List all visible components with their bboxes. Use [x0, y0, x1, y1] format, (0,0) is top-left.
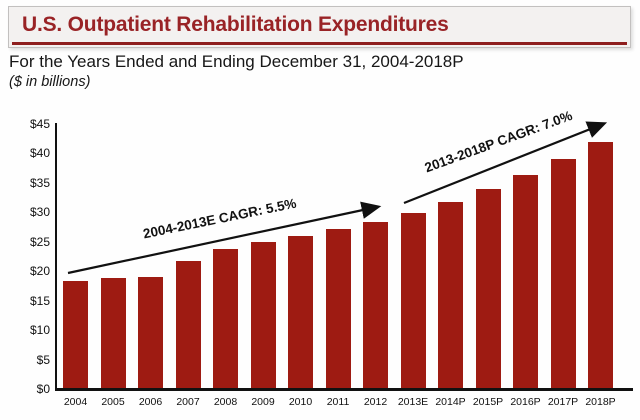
bar-2015P	[475, 188, 501, 389]
x-axis-line	[55, 388, 633, 391]
title-box: U.S. Outpatient Rehabilitation Expenditu…	[8, 6, 631, 48]
bar-2016P	[513, 175, 538, 389]
bar-2009	[250, 241, 276, 389]
cagr-arrow-2013-2018	[403, 121, 608, 205]
bar-2017P	[550, 158, 576, 389]
y-tick-label: $20	[29, 264, 50, 279]
cagr-arrows	[67, 121, 608, 275]
x-tick-label: 2010	[288, 396, 313, 408]
x-tick-label: 2013E	[397, 396, 429, 408]
x-tick-label: 2005	[101, 396, 125, 408]
x-tick-label: 2016P	[510, 396, 541, 408]
y-tick-label: $40	[29, 146, 50, 161]
bar-2008	[213, 248, 238, 389]
x-tick-label: 2011	[326, 396, 350, 408]
y-tick-label: $45	[29, 117, 50, 131]
bar-2012	[363, 221, 388, 389]
x-tick-label: 2017P	[547, 396, 579, 408]
x-tick-label: 2004	[63, 396, 88, 408]
x-tick-label: 2018P	[585, 396, 616, 408]
bar-2007	[175, 261, 201, 389]
x-tick-label: 2012	[363, 396, 388, 408]
x-tick-label: 2014P	[435, 396, 466, 408]
unit-note: ($ in billions)	[9, 74, 91, 90]
subtitle: For the Years Ended and Ending December …	[9, 52, 464, 71]
y-tick-label: $15	[29, 293, 50, 308]
bar-2005	[100, 278, 126, 389]
x-tick-label: 2015P	[472, 396, 504, 408]
y-tick-label: $35	[29, 175, 50, 190]
x-tick-label: 2007	[176, 396, 200, 408]
x-tick-label: 2008	[213, 396, 238, 408]
bar-2006	[138, 277, 163, 389]
bar-2004	[63, 280, 88, 389]
bar-2018P	[588, 142, 613, 389]
y-tick-label: $10	[29, 323, 50, 338]
x-tick-label: 2009	[251, 396, 275, 408]
y-tick-label: $25	[29, 234, 50, 249]
bar-2014P	[438, 201, 463, 389]
y-tick-label: $0	[36, 382, 50, 396]
y-tick-label: $5	[36, 352, 50, 367]
title-underline-rule	[12, 41, 627, 45]
y-tick-label: $30	[29, 205, 50, 220]
x-tick-label: 2006	[138, 396, 163, 408]
bar-2013E	[400, 212, 426, 389]
bar-2010	[288, 235, 313, 389]
y-axis-line	[55, 123, 57, 390]
page-title: U.S. Outpatient Rehabilitation Expenditu…	[22, 13, 449, 36]
bar-2011	[325, 228, 351, 389]
expenditure-bar-chart: $0 $5 $10 $15 $20 $25 $30 $35 $40 $45 2004 2005 200…	[0, 100, 640, 420]
cagr-arrow-2004-2013	[67, 201, 382, 275]
